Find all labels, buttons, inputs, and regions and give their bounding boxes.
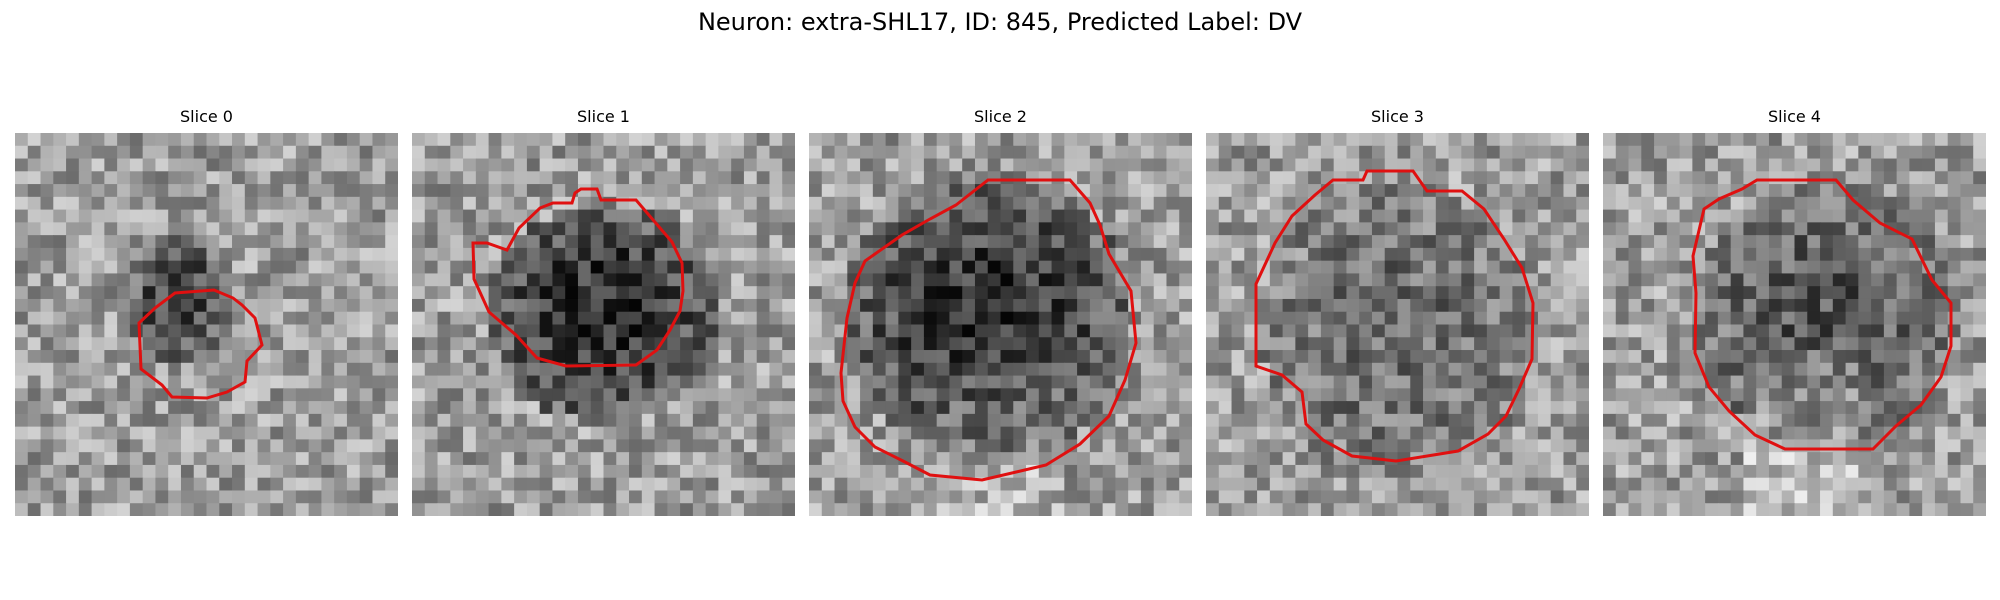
slice-panel-2: Slice 2 xyxy=(809,106,1192,516)
slice-image-1 xyxy=(412,133,795,516)
slice-title-4: Slice 4 xyxy=(1768,107,1821,126)
slice-title-1: Slice 1 xyxy=(577,107,630,126)
slice-panel-1: Slice 1 xyxy=(412,106,795,516)
segmentation-contour xyxy=(1254,169,1535,463)
pixel-grid xyxy=(809,133,1192,516)
slice-image-4 xyxy=(1603,133,1986,516)
slice-title-3: Slice 3 xyxy=(1371,107,1424,126)
slice-title-0: Slice 0 xyxy=(180,107,233,126)
slice-panel-4: Slice 4 xyxy=(1603,106,1986,516)
slice-panel-3: Slice 3 xyxy=(1206,106,1589,516)
pixel-grid xyxy=(15,133,398,516)
slice-title-2: Slice 2 xyxy=(974,107,1027,126)
segmentation-contour xyxy=(137,288,264,400)
slice-image-0 xyxy=(15,133,398,516)
figure-title: Neuron: extra-SHL17, ID: 845, Predicted … xyxy=(697,8,1303,36)
pixel-grid xyxy=(1603,133,1986,516)
segmentation-contour xyxy=(839,178,1138,482)
pixel-grid xyxy=(412,133,795,516)
segmentation-contour xyxy=(1691,178,1953,451)
slice-image-2 xyxy=(809,133,1192,516)
slice-panel-0: Slice 0 xyxy=(15,106,398,516)
segmentation-contour xyxy=(471,187,685,368)
slice-image-3 xyxy=(1206,133,1589,516)
